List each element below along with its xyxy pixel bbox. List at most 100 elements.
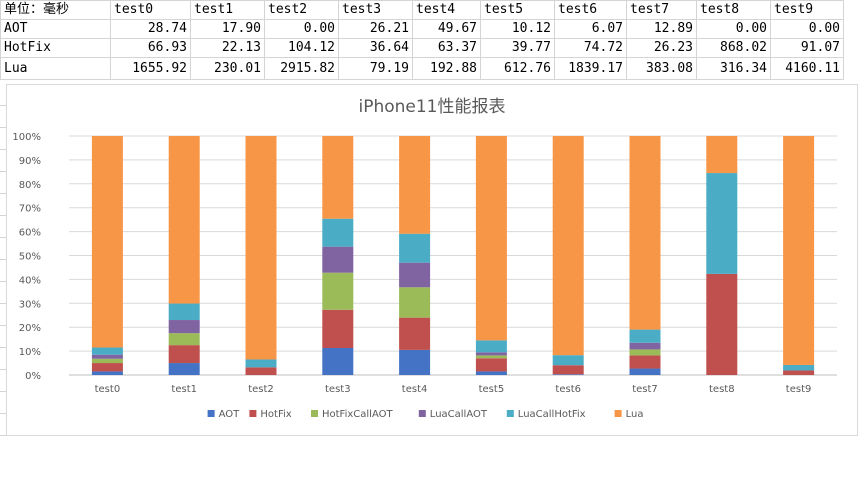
bar-segment-luacallaot-test0 [91,354,123,359]
row-label: AOT [0,19,111,39]
legend-swatch [249,410,257,417]
table-header-cell: test4 [412,0,481,20]
bar-segment-lua-test0 [91,136,123,348]
x-tick-label: test1 [171,384,197,395]
row-label: HotFix [0,38,111,58]
legend-label: AOT [219,409,241,420]
bar-segment-lua-test8 [706,136,738,174]
table-cell: 74.72 [554,38,627,58]
y-tick-label: 40% [19,275,41,286]
table-header-cell: test9 [770,0,844,20]
bar-segment-hotfix-test1 [168,345,200,364]
bar-segment-aot-test5 [475,371,507,375]
x-tick-label: test8 [709,384,735,395]
data-table: 单位：毫秒 test0 test1 test2 test3 test4 test5 test6… [0,0,844,80]
bar-segment-luacallaot-test5 [475,352,507,356]
bar-segment-hotfix-test7 [629,355,661,369]
x-tick-label: test6 [555,384,581,395]
bar-segment-hotfixcallaot-test7 [629,349,661,356]
legend-swatch [207,410,215,417]
table-row: AOT 28.74 17.90 0.00 26.21 49.67 10.12 6.07 12.8… [0,19,844,39]
table-cell: 316.34 [696,57,771,80]
bar-segment-aot-test6 [552,374,584,375]
table-cell: 36.64 [338,38,413,58]
bar-segment-lua-test1 [168,136,200,304]
legend-label: Lua [626,409,644,420]
legend-swatch [418,410,426,417]
bar-segment-luacallaot-test4 [399,262,431,288]
bar-segment-lua-test6 [552,136,584,356]
bar-segment-luacallhotfix-test4 [399,233,431,263]
legend-label: LuaCallAOT [430,409,488,420]
bar-segment-hotfixcallaot-test1 [168,333,200,346]
bar-segment-aot-test0 [91,371,123,375]
y-tick-label: 70% [19,204,41,215]
bar-segment-hotfixcallaot-test5 [475,355,507,359]
table-header-row: 单位：毫秒 test0 test1 test2 test3 test4 test5 test6… [0,0,844,20]
x-tick-label: test4 [402,384,428,395]
bar-segment-luacallaot-test7 [629,342,661,350]
table-cell: 383.08 [626,57,697,80]
table-cell: 22.13 [190,38,265,58]
bar-segment-lua-test7 [629,136,661,330]
bar-segment-lua-test5 [475,136,507,341]
chart-area[interactable]: iPhone11性能报表 0% 10% 20% 30% 40% 50% 60% 70% 80% 9… [6,84,858,436]
bar-segment-hotfix-test2 [245,367,277,375]
bar-segment-luacallhotfix-test0 [91,347,123,355]
stacked-bar-chart: iPhone11性能报表 0% 10% 20% 30% 40% 50% 60% 70% 80% 9… [12,97,837,420]
table-cell: 39.77 [480,38,555,58]
legend-label: HotFixCallAOT [322,409,393,420]
bar-segment-hotfix-test0 [91,363,123,372]
bar-segment-hotfixcallaot-test3 [322,272,354,310]
y-tick-label: 60% [19,228,41,239]
table-cell: 4160.11 [770,57,844,80]
bar-segment-luacallhotfix-test7 [629,329,661,343]
bar-segment-luacallaot-test3 [322,246,354,273]
bar-segment-hotfix-test9 [783,370,815,375]
table-header-cell: test6 [554,0,627,20]
row-label: Lua [0,57,111,80]
x-tick-label: test9 [786,384,812,395]
table-cell: 17.90 [190,19,265,39]
table-cell: 49.67 [412,19,481,39]
bar-segment-luacallhotfix-test1 [168,303,200,321]
bar-segment-luacallhotfix-test8 [706,173,738,274]
table-cell: 28.74 [110,19,191,39]
table-cell: 192.88 [412,57,481,80]
legend-swatch [614,410,622,417]
table-cell: 10.12 [480,19,555,39]
bar-segment-luacallhotfix-test5 [475,340,507,353]
table-cell: 0.00 [770,19,844,39]
bar-segment-luacallhotfix-test2 [245,359,277,368]
bar-segment-luacallaot-test1 [168,320,200,334]
table-cell: 26.21 [338,19,413,39]
bar-segment-lua-test9 [783,136,815,365]
table-cell: 2915.82 [264,57,339,80]
bar-segment-aot-test7 [629,368,661,375]
y-tick-label: 90% [19,156,41,167]
table-row: HotFix 66.93 22.13 104.12 36.64 63.37 39.77 74.… [0,38,844,58]
table-header-cell: test0 [110,0,191,20]
legend-label: LuaCallHotFix [518,409,586,420]
bar-segment-luacallhotfix-test9 [783,364,815,371]
table-cell: 26.23 [626,38,697,58]
bar-segment-aot-test4 [399,349,431,375]
table-cell: 0.00 [696,19,771,39]
bar-segment-hotfixcallaot-test4 [399,287,431,318]
chart-title: iPhone11性能报表 [358,97,505,117]
bar-segment-luacallhotfix-test3 [322,218,354,247]
y-tick-label: 20% [19,323,41,334]
legend-swatch [311,410,318,417]
bar-segment-lua-test4 [399,136,431,234]
y-tick-label: 50% [19,252,41,263]
legend-swatch [506,410,514,417]
table-header-cell: test8 [696,0,771,20]
table-header-cell: test7 [626,0,697,20]
table-header-cell: test1 [190,0,265,20]
bar-segment-aot-test1 [168,363,200,375]
bar-segment-hotfix-test6 [552,365,584,375]
bar-segment-lua-test3 [322,136,354,219]
y-tick-label: 0% [25,371,41,382]
x-tick-label: test5 [479,384,505,395]
table-cell: 66.93 [110,38,191,58]
